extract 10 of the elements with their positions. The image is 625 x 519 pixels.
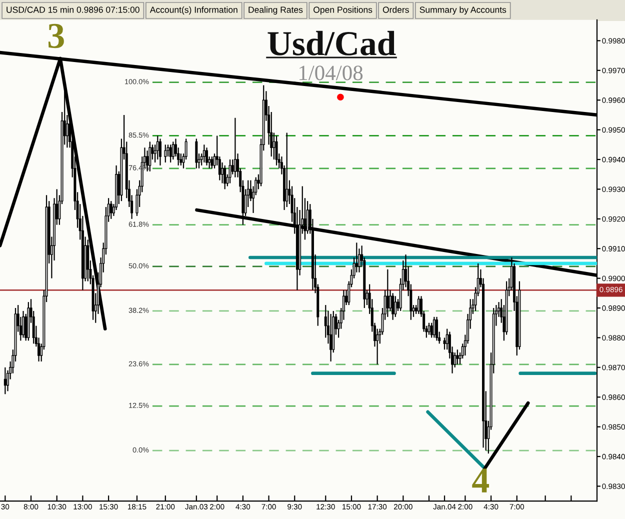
text: 1/04/08 <box>300 66 363 80</box>
text: USD/CAD 15 min 0.9896 07:15:00 <box>6 6 140 13</box>
text: Orders <box>382 6 409 13</box>
text: Open Positions <box>314 6 372 15</box>
text: Dealing Rates <box>248 6 303 15</box>
text: Account(s) Information <box>150 6 238 15</box>
annotation: 4 <box>472 468 490 492</box>
chart-title: Usd/Cad <box>268 30 396 56</box>
text: Summary by Accounts <box>420 6 506 15</box>
annotation: 3 <box>48 24 64 48</box>
